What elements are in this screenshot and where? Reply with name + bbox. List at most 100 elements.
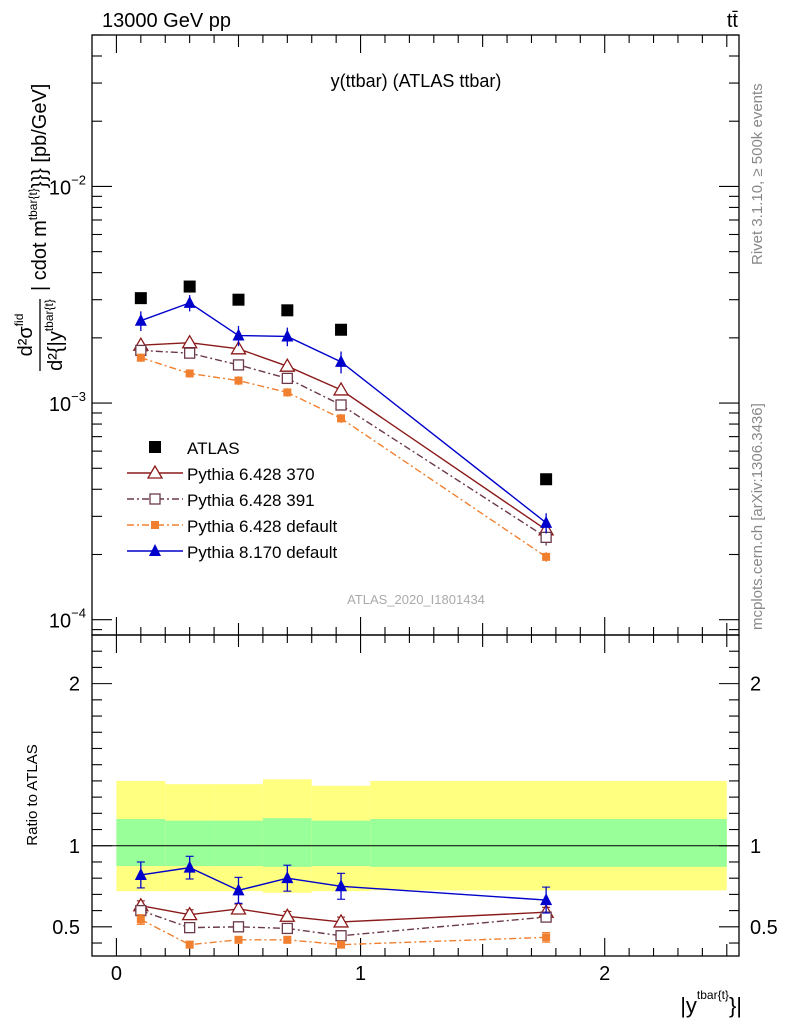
ratio-series-layer xyxy=(132,855,555,949)
main-data-point xyxy=(134,313,147,326)
ratio-y-tick-label: 0.5 xyxy=(52,917,80,939)
main-series-pythia-8-170-default xyxy=(134,295,553,534)
main-data-point xyxy=(234,376,243,385)
main-data-point xyxy=(279,357,296,372)
legend-entry: Pythia 8.170 default xyxy=(127,543,338,562)
x-axis-label: |ytbar{t}}| xyxy=(680,988,742,1018)
ratio-data-point xyxy=(184,921,196,934)
main-data-point xyxy=(183,280,196,293)
legend-marker xyxy=(146,464,164,479)
ratio-data-point xyxy=(181,906,198,921)
svg-text:d²σfid: d²σfid xyxy=(12,314,37,357)
main-data-point xyxy=(335,323,348,336)
ylabel-rest-sup: tbar{t} xyxy=(26,188,40,220)
legend-label: Pythia 6.428 default xyxy=(187,517,338,536)
ratio-series-pythia-6-428-370 xyxy=(132,897,555,928)
xlabel-tail: }| xyxy=(729,993,742,1018)
main-data-point xyxy=(283,388,292,397)
main-data-point xyxy=(230,340,247,355)
main-series-line xyxy=(140,341,547,531)
main-y-tick-label: 10−3 xyxy=(49,389,86,416)
ratio-series-pythia-6-428-default xyxy=(136,914,551,949)
ylabel-numerator: d²σ xyxy=(15,326,37,357)
ratio-y-tick-label-right: 1 xyxy=(750,836,761,858)
legend-marker xyxy=(149,493,161,505)
main-data-point xyxy=(332,381,350,396)
x-tick-label: 0 xyxy=(111,963,122,985)
svg-text:d²{|ytbar{t}: d²{|ytbar{t} xyxy=(42,299,67,371)
main-y-tick-exp: −3 xyxy=(71,389,86,404)
ratio-series-line xyxy=(140,866,547,901)
mcplots-label: mcplots.cern.ch [arXiv:1306.3436] xyxy=(749,403,766,630)
main-data-point xyxy=(335,354,348,367)
ratio-data-point xyxy=(234,935,243,944)
ratio-data-point xyxy=(134,867,147,880)
main-data-point xyxy=(232,328,245,341)
legend-label: Pythia 6.428 391 xyxy=(187,491,315,510)
legend-label: Pythia 6.428 370 xyxy=(187,465,315,484)
main-series-line xyxy=(140,357,547,558)
rivet-version-label: Rivet 3.1.10, ≥ 500k events xyxy=(749,83,766,265)
ratio-data-point xyxy=(335,930,347,942)
main-data-point xyxy=(281,304,294,317)
ylabel-tail: }}} [pb/GeV] xyxy=(29,84,51,189)
process-label: tt̄ xyxy=(727,10,739,32)
ratio-band-green xyxy=(116,819,166,867)
main-data-point xyxy=(134,292,147,305)
x-tick-label: 1 xyxy=(355,963,366,985)
ratio-data-point xyxy=(335,879,348,892)
ratio-y-tick-label-right: 2 xyxy=(750,674,761,696)
legend-marker xyxy=(149,441,161,453)
main-data-point xyxy=(232,359,245,371)
ylabel-denominator: d²{|y xyxy=(45,331,67,371)
main-data-point xyxy=(337,414,346,423)
analysis-label: ATLAS_2020_I1801434 xyxy=(347,592,485,607)
main-data-point xyxy=(540,531,552,543)
main-data-point xyxy=(185,369,194,378)
ratio-data-point xyxy=(232,921,245,933)
ratio-series-pythia-8-170-default xyxy=(134,855,553,914)
legend-label: Pythia 8.170 default xyxy=(187,543,338,562)
main-data-point xyxy=(281,372,293,385)
main-data-point xyxy=(232,293,245,306)
ratio-band-green xyxy=(370,819,727,867)
ratio-y-tick-label: 1 xyxy=(69,836,80,858)
legend-label: ATLAS xyxy=(187,439,240,458)
ratio-data-point xyxy=(183,860,196,873)
legend-entry: ATLAS xyxy=(149,439,240,458)
main-series-pythia-6-428-370 xyxy=(132,334,555,538)
ratio-data-point xyxy=(135,904,147,917)
main-data-point xyxy=(136,353,145,362)
ratio-data-point xyxy=(185,940,194,949)
ratio-data-point xyxy=(232,883,245,896)
ratio-data-point xyxy=(540,911,552,923)
main-series-atlas xyxy=(134,280,553,486)
main-data-point xyxy=(183,295,196,308)
main-series-pythia-6-428-default xyxy=(136,353,551,562)
plot-title: y(ttbar) (ATLAS ttbar) xyxy=(331,71,502,91)
ratio-plot-frame xyxy=(91,634,740,957)
ratio-data-point xyxy=(279,907,296,922)
main-series-line xyxy=(140,349,547,538)
main-data-point xyxy=(181,334,198,349)
legend-entry: Pythia 6.428 391 xyxy=(127,491,315,510)
main-y-tick-labels: 10−2 10−3 10−4 xyxy=(49,172,86,632)
main-data-point xyxy=(540,515,553,528)
legend: ATLAS Pythia 6.428 370 Pythia 6.428 391 Pyt… xyxy=(127,439,338,562)
main-y-tick-label: 10−4 xyxy=(49,606,86,633)
ratio-data-point xyxy=(540,893,553,906)
ratio-band-green xyxy=(262,818,312,867)
main-data-point xyxy=(184,347,196,359)
main-data-point xyxy=(540,473,553,486)
legend-marker xyxy=(149,544,161,556)
ratio-series-line xyxy=(140,909,547,937)
ratio-panel: 0.5 0.5 1 1 2 2 0 1 2 Ratio to ATLAS |ytbar{t}}| xyxy=(24,634,778,1018)
ratio-series-line xyxy=(140,918,547,946)
ylabel-denominator-sup: tbar{t} xyxy=(42,299,56,331)
main-data-point xyxy=(335,399,347,411)
main-y-tick-label: 10−2 xyxy=(49,172,86,199)
ratio-data-point xyxy=(332,913,350,928)
ratio-y-tick-label-right: 0.5 xyxy=(750,917,778,939)
legend-entry: Pythia 6.428 default xyxy=(127,517,338,536)
